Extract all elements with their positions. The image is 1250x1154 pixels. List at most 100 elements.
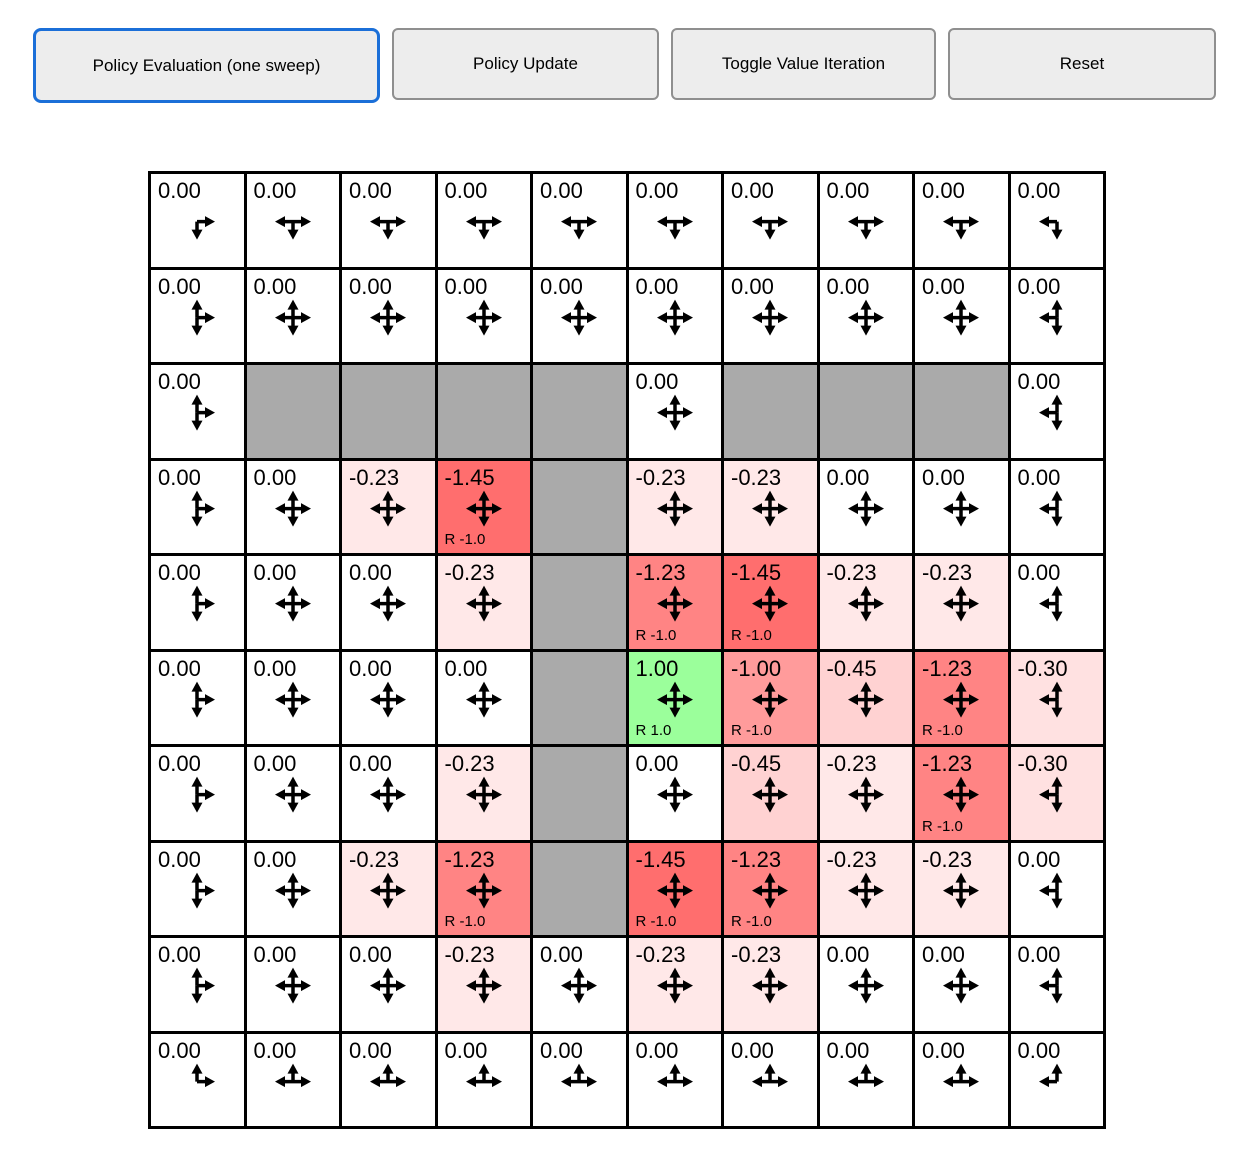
state-cell: -1.23 R -1.0: [915, 651, 1008, 744]
state-cell: 0.00: [342, 938, 435, 1031]
state-cell: 0.00: [437, 651, 530, 744]
reward-label: R -1.0: [635, 626, 677, 644]
state-cell: 0.00: [1010, 556, 1103, 649]
state-cell: -0.23: [819, 747, 912, 840]
reward-label: R -1.0: [922, 817, 963, 835]
state-value: 0.00: [158, 369, 201, 394]
state-cell: 0.00: [437, 1033, 530, 1126]
policy-evaluation-button[interactable]: Policy Evaluation (one sweep): [33, 28, 380, 103]
policy-arrows-icon: [943, 776, 980, 813]
policy-arrows-icon: [752, 585, 789, 622]
state-value: 0.00: [826, 942, 870, 967]
state-value: -0.23: [731, 464, 782, 490]
policy-arrows-icon: [465, 585, 502, 622]
policy-arrows-icon: [1038, 490, 1063, 527]
state-value: 0.00: [1017, 273, 1061, 299]
policy-arrows-icon: [191, 681, 216, 718]
state-cell: 0.00: [1010, 938, 1103, 1031]
state-value: 0.00: [540, 942, 583, 967]
policy-arrows-icon: [561, 299, 598, 336]
state-value: 0.00: [158, 178, 201, 203]
state-cell: 0.00: [437, 174, 530, 267]
reward-label: R 1.0: [635, 722, 672, 739]
toggle-value-iteration-button[interactable]: Toggle Value Iteration: [671, 28, 936, 100]
policy-arrows-icon: [847, 490, 884, 527]
state-cell: -1.23 R -1.0: [724, 842, 817, 935]
state-cell: 0.00: [915, 460, 1008, 553]
state-cell: 0.00: [342, 174, 435, 267]
state-value: 0.00: [922, 178, 965, 203]
state-cell: 0.00: [246, 651, 339, 744]
policy-arrows-icon: [370, 585, 407, 622]
policy-arrows-icon: [465, 490, 502, 527]
state-cell: -0.23: [724, 938, 817, 1031]
reward-label: R -1.0: [444, 531, 486, 548]
policy-arrows-icon: [274, 1063, 311, 1087]
state-value: 0.00: [540, 1037, 583, 1063]
policy-arrows-icon: [561, 967, 598, 1004]
policy-arrows-icon: [561, 216, 598, 240]
state-value: 0.00: [349, 942, 392, 967]
reward-label: R -1.0: [922, 722, 963, 739]
state-value: 0.00: [444, 273, 488, 299]
policy-arrows-icon: [656, 872, 693, 909]
state-value: 0.00: [349, 560, 392, 585]
state-value: 0.00: [253, 942, 297, 967]
policy-arrows-icon: [752, 299, 789, 336]
policy-arrows-icon: [465, 299, 502, 336]
state-cell: -0.23: [628, 938, 721, 1031]
policy-arrows-icon: [370, 872, 407, 909]
policy-arrows-icon: [465, 967, 502, 1004]
policy-arrows-icon: [274, 299, 311, 336]
wall-cell: [533, 651, 626, 744]
gridworld: 0.00 0.00 0.00 0.00 0.00 0.00 0.00 0.00 0.00 0.00…: [148, 171, 1106, 1129]
policy-arrows-icon: [191, 299, 216, 336]
state-cell: 0.00: [1010, 460, 1103, 553]
state-cell: 0.00: [246, 938, 339, 1031]
state-value: 0.00: [1017, 1037, 1061, 1063]
state-value: -0.23: [826, 751, 877, 776]
state-cell: 0.00: [533, 938, 626, 1031]
policy-arrows-icon: [274, 490, 311, 527]
state-value: 0.00: [253, 178, 297, 203]
policy-update-button[interactable]: Policy Update: [392, 28, 659, 100]
state-value: 0.00: [635, 369, 679, 394]
state-value: 0.00: [826, 273, 870, 299]
state-value: 0.00: [349, 1037, 392, 1063]
policy-arrows-icon: [752, 1063, 789, 1087]
state-cell: 0.00: [628, 1033, 721, 1126]
state-value: 0.00: [826, 1037, 870, 1063]
state-value: -0.23: [444, 560, 495, 585]
policy-arrows-icon: [465, 776, 502, 813]
policy-arrows-icon: [274, 681, 311, 718]
state-value: 0.00: [253, 464, 297, 490]
state-cell: -0.23: [819, 556, 912, 649]
state-cell: 0.00: [533, 1033, 626, 1126]
policy-arrows-icon: [847, 216, 884, 240]
policy-arrows-icon: [274, 872, 311, 909]
state-cell: 0.00: [915, 938, 1008, 1031]
state-value: 0.00: [158, 942, 201, 967]
policy-arrows-icon: [191, 394, 216, 431]
wall-cell: [533, 460, 626, 553]
state-value: -0.23: [444, 942, 495, 967]
state-cell: 0.00: [724, 1033, 817, 1126]
state-value: 0.00: [635, 751, 679, 776]
state-cell: 0.00: [246, 460, 339, 553]
state-value: 0.00: [922, 1037, 965, 1063]
policy-arrows-icon: [847, 776, 884, 813]
policy-arrows-icon: [752, 490, 789, 527]
reset-button[interactable]: Reset: [948, 28, 1216, 100]
policy-arrows-icon: [656, 776, 693, 813]
state-value: -0.23: [826, 560, 877, 585]
state-cell: 0.00: [533, 269, 626, 362]
state-value: -0.30: [1017, 751, 1068, 776]
reward-label: R -1.0: [731, 722, 772, 739]
state-cell: 0.00: [628, 174, 721, 267]
state-cell: -0.30: [1010, 747, 1103, 840]
policy-arrows-icon: [943, 490, 980, 527]
state-value: 0.00: [826, 464, 870, 490]
state-cell: -1.45 R -1.0: [724, 556, 817, 649]
policy-arrows-icon: [370, 490, 407, 527]
state-value: 0.00: [444, 178, 488, 203]
